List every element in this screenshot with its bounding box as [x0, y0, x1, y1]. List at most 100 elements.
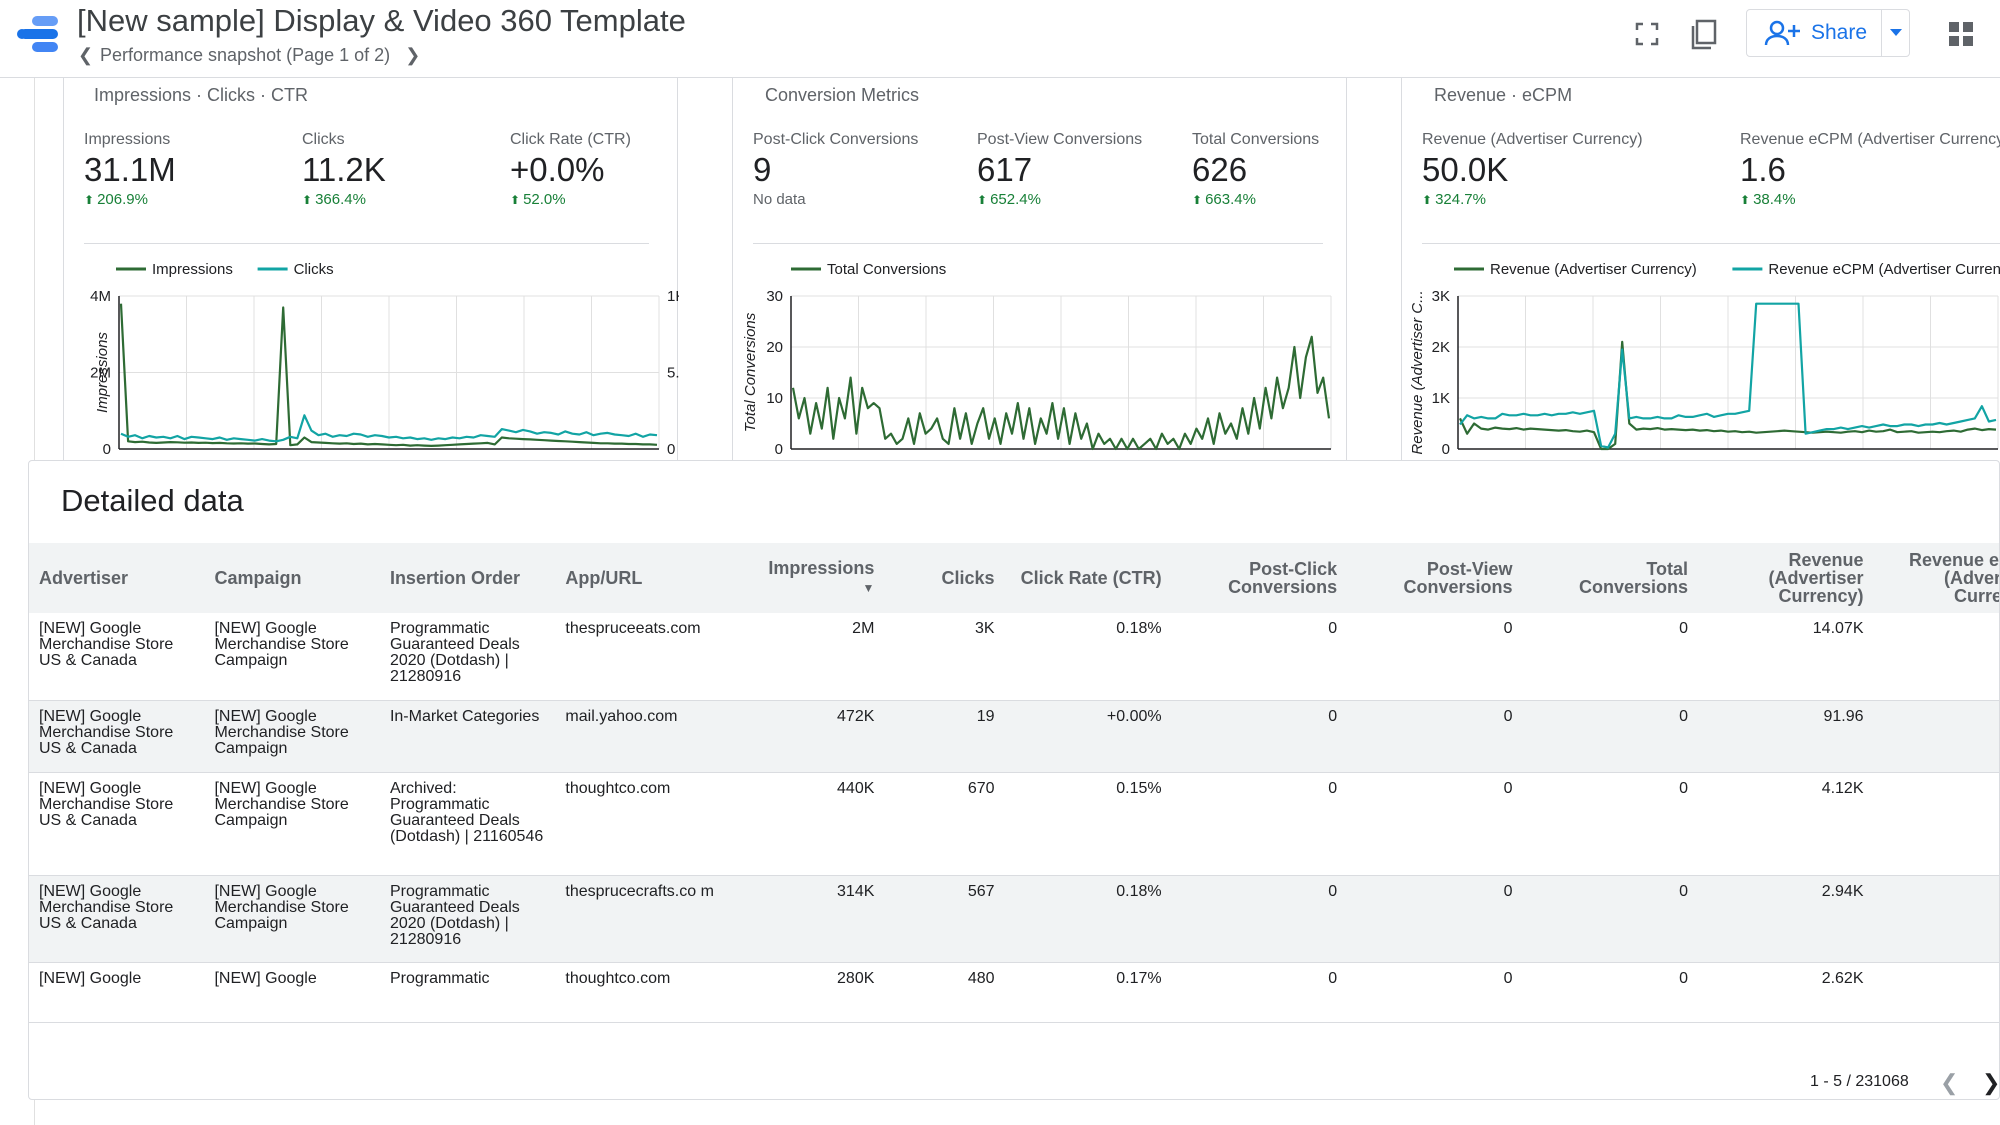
arrow-up-icon: ⬆ [1740, 193, 1751, 207]
table-row[interactable]: [NEW] Google Merchandise Store US & Cana… [29, 875, 1999, 963]
table-cell: Programmatic Guaranteed Deals 2020 (Dotd… [379, 613, 556, 701]
table-cell: In-Market Categories [379, 700, 556, 773]
table-row[interactable]: [NEW] Google [NEW] Google Programmatic thou… [29, 962, 1999, 1023]
detailed-data-table: Advertiser Campaign Insertion Order App/… [29, 543, 1999, 1023]
kpi-label: Total Conversions [1192, 131, 1320, 148]
table-cell: 9.3 [1873, 772, 1999, 876]
column-header-post-click-conversions[interactable]: Post-Click Conversions [1171, 543, 1348, 613]
next-page-button[interactable]: ❯ [1982, 1070, 2000, 1095]
next-page-icon[interactable]: ❯ [405, 45, 421, 65]
y2-tick-label: 0 [667, 441, 675, 458]
arrow-up-icon: ⬆ [302, 193, 313, 207]
sort-desc-icon: ▼ [862, 581, 875, 595]
prev-page-icon[interactable]: ❮ [78, 45, 94, 65]
table-cell: 280K [738, 962, 885, 1023]
kpi-value: 50.0K [1422, 151, 1509, 188]
column-header-insertion-order[interactable]: Insertion Order [379, 543, 556, 613]
kpi-impressions[interactable]: Impressions 31.1M ⬆ 206.9% [84, 131, 176, 208]
arrow-up-icon: ⬆ [510, 193, 521, 207]
top-bar: [New sample] Display & Video 360 Templat… [0, 0, 2000, 78]
data-studio-logo-icon[interactable] [14, 14, 60, 54]
table-cell: 2M [738, 613, 885, 701]
divider [753, 243, 1323, 244]
table-cell: [NEW] Google Merchandise Store US & Cana… [29, 700, 205, 773]
column-header-ctr[interactable]: Click Rate (CTR) [1004, 543, 1172, 613]
kpi-delta-value: 324.7% [1435, 191, 1486, 208]
kpi-clicks[interactable]: Clicks 11.2K ⬆ 366.4% [302, 131, 386, 208]
kpi-revenue[interactable]: Revenue (Advertiser Currency) 50.0K ⬆ 324… [1422, 131, 1643, 208]
series-line-impressions [119, 303, 658, 447]
report-title[interactable]: [New sample] Display & Video 360 Templat… [77, 3, 686, 38]
table-cell: 0 [1171, 875, 1348, 963]
kpi-label: Post-Click Conversions [753, 131, 919, 148]
revenue-ecpm-chart[interactable]: 01K2K3K1...19...6...24...11...29...18...… [1402, 254, 2000, 494]
kpi-revenue-ecpm[interactable]: Revenue eCPM (Advertiser Currency) 1.6 ⬆… [1740, 131, 2000, 208]
table-cell: 9.3 [1873, 962, 1999, 1023]
y-tick-label: 0 [775, 441, 783, 458]
column-header-advertiser[interactable]: Advertiser [29, 543, 205, 613]
card-title: Conversion Metrics [765, 85, 920, 105]
kpi-delta: ⬆ 324.7% [1422, 191, 1643, 208]
kpi-delta: ⬆ 366.4% [302, 191, 386, 208]
table-cell: Programmatic [379, 962, 556, 1023]
card-conversions: Conversion Metrics Post-Click Conversion… [732, 78, 1347, 508]
column-header-clicks[interactable]: Clicks [884, 543, 1005, 613]
kpi-value: +0.0% [510, 151, 605, 188]
kpi-total-conversions[interactable]: Total Conversions 626 ⬆ 663.4% [1192, 131, 1319, 208]
legend-label: Clicks [294, 261, 334, 278]
share-button[interactable]: Share [1747, 10, 1881, 56]
table-row[interactable]: [NEW] Google Merchandise Store US & Cana… [29, 700, 1999, 773]
card-impressions-clicks: Impressions · Clicks · CTR Impressions 3… [63, 78, 679, 508]
arrow-up-icon: ⬆ [84, 193, 95, 207]
table-cell: [NEW] Google Merchandise Store US & Cana… [29, 613, 205, 701]
column-header-app-url[interactable]: App/URL [555, 543, 739, 613]
kpi-ctr[interactable]: Click Rate (CTR) +0.0% ⬆ 52.0% [510, 131, 631, 208]
card-title: Revenue · eCPM [1434, 85, 1573, 105]
column-header-impressions[interactable]: Impressions ▼ [738, 543, 885, 613]
table-cell: [NEW] Google Merchandise Store US & Cana… [29, 875, 205, 963]
table-row[interactable]: [NEW] Google Merchandise Store US & Cana… [29, 613, 1999, 701]
kpi-value: 11.2K [302, 151, 386, 188]
y-tick-label: 0 [1442, 441, 1450, 458]
copy-report-icon[interactable] [1686, 16, 1722, 52]
apps-grid-icon[interactable] [1943, 16, 1979, 52]
table-cell: 0 [1347, 772, 1523, 876]
kpi-post-view-conversions[interactable]: Post-View Conversions 617 ⬆ 652.4% [977, 131, 1142, 208]
y-tick-label: 30 [766, 288, 783, 305]
table-cell: [NEW] Google Merchandise Store Campaign [204, 875, 380, 963]
table-cell: 567 [884, 875, 1005, 963]
column-header-total-conversions[interactable]: Total Conversions [1522, 543, 1699, 613]
kpi-label: Clicks [302, 131, 345, 148]
table-cell: +0.00% [1004, 700, 1172, 773]
page-name[interactable]: Performance snapshot (Page 1 of 2) [100, 45, 391, 65]
kpi-delta-value: 206.9% [97, 191, 148, 208]
caret-down-icon [1890, 29, 1902, 36]
prev-page-button[interactable]: ❮ [1940, 1070, 1959, 1095]
card-title: Impressions · Clicks · CTR [94, 85, 309, 105]
column-header-revenue-ecpm[interactable]: Revenue eCPM (Advertiser Currency) [1873, 543, 1999, 613]
table-cell: 0 [1171, 613, 1348, 701]
table-title: Detailed data [61, 483, 244, 518]
y-tick-label: 2K [1432, 339, 1450, 356]
y-tick-label: 2M [90, 365, 111, 382]
column-header-revenue[interactable]: Revenue (Advertiser Currency) [1698, 543, 1874, 613]
kpi-post-click-conversions[interactable]: Post-Click Conversions 9 No data [753, 131, 918, 208]
table-row[interactable]: [NEW] Google Merchandise Store US & Cana… [29, 772, 1999, 876]
y-tick-label: 3K [1432, 288, 1450, 305]
kpi-label: Revenue eCPM (Advertiser Currency) [1740, 131, 2000, 148]
y-tick-label: 10 [766, 390, 783, 407]
arrow-up-icon: ⬆ [977, 193, 988, 207]
table-cell: 472K [738, 700, 885, 773]
kpi-delta: ⬆ 38.4% [1740, 191, 2000, 208]
column-header-post-view-conversions[interactable]: Post-View Conversions [1347, 543, 1523, 613]
total-conversions-chart[interactable]: 01020301...19...6...24...11...29...18...… [733, 254, 1348, 494]
series-line-revenue-ecpm-advertiser-curren [1459, 302, 1997, 449]
table-cell: 3K [884, 613, 1005, 701]
fullscreen-icon[interactable] [1629, 16, 1665, 52]
column-header-campaign[interactable]: Campaign [204, 543, 380, 613]
table-cell: 0 [1171, 700, 1348, 773]
table-cell: 0 [1522, 875, 1699, 963]
share-button-group: Share [1746, 9, 1910, 57]
impressions-clicks-chart[interactable]: 02M4M05...1K1...19...6...24...11...29...… [64, 254, 679, 494]
share-dropdown-button[interactable] [1882, 10, 1910, 56]
